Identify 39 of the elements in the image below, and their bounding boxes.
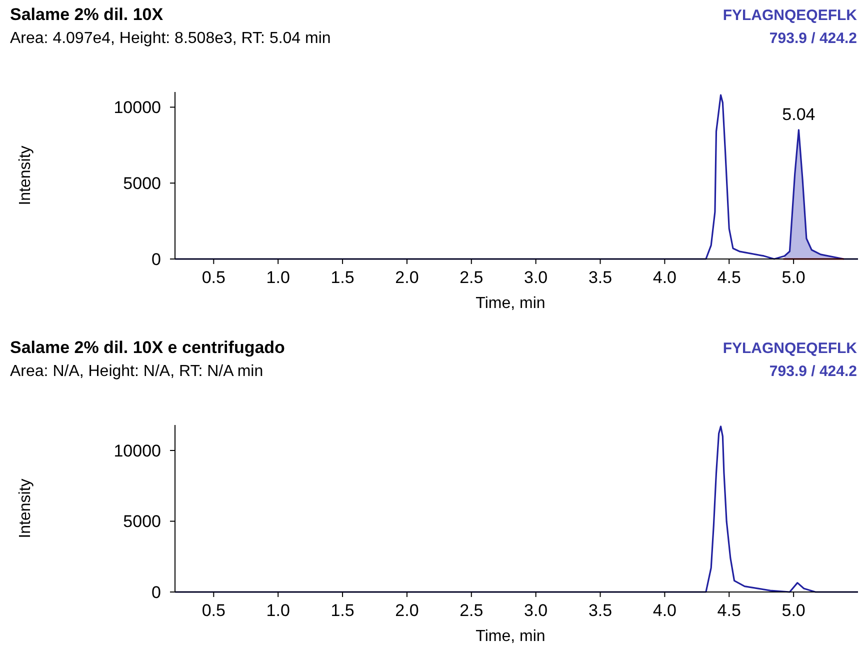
chart-subtitle: Area: N/A, Height: N/A, RT: N/A min <box>10 363 264 380</box>
y-tick-label: 10000 <box>114 98 161 118</box>
annotation: 5.04 <box>782 104 816 124</box>
x-tick-label: 3.0 <box>524 601 548 620</box>
x-tick-label: 1.5 <box>330 601 354 620</box>
x-tick-label: 4.5 <box>717 601 741 620</box>
x-tick-label: 3.0 <box>524 268 548 287</box>
x-tick-label: 1.0 <box>266 268 290 287</box>
y-axis-title: Intensity <box>17 146 34 206</box>
y-tick-label: 10000 <box>114 441 161 460</box>
x-axis-title: Time, min <box>476 628 546 645</box>
text: 793.9 / 424.2 <box>769 363 857 380</box>
x-tick-label: 3.5 <box>588 601 612 620</box>
x-tick-label: 5.0 <box>782 268 806 287</box>
x-tick-label: 4.5 <box>717 268 741 287</box>
x-tick-label: 2.5 <box>460 268 484 287</box>
y-tick-label: 0 <box>152 250 161 269</box>
y-axis-title: Intensity <box>17 478 34 538</box>
text: FYLAGNQEQEFLK <box>722 7 858 24</box>
x-tick-label: 3.5 <box>588 268 612 287</box>
x-tick-label: 2.0 <box>395 601 419 620</box>
chart-title: Salame 2% dil. 10X e centrifugado <box>10 338 285 357</box>
text: FYLAGNQEQEFLK <box>722 340 858 357</box>
chart-subtitle: Area: 4.097e4, Height: 8.508e3, RT: 5.04 min <box>10 30 331 47</box>
x-tick-label: 2.0 <box>395 268 419 287</box>
x-tick-label: 1.0 <box>266 601 290 620</box>
x-tick-label: 1.5 <box>330 268 354 287</box>
y-tick-label: 5000 <box>123 174 161 194</box>
x-tick-label: 4.0 <box>652 268 677 287</box>
text: 793.9 / 424.2 <box>769 30 857 47</box>
x-tick-label: 4.0 <box>652 601 677 620</box>
x-axis-title: Time, min <box>476 295 546 312</box>
x-tick-label: 5.0 <box>782 601 806 620</box>
x-tick-label: 2.5 <box>460 601 484 620</box>
chart-title: Salame 2% dil. 10X <box>10 5 164 24</box>
y-tick-label: 5000 <box>123 512 161 532</box>
y-tick-label: 0 <box>152 582 161 602</box>
x-tick-label: 0.5 <box>202 268 226 287</box>
x-tick-label: 0.5 <box>202 601 226 620</box>
